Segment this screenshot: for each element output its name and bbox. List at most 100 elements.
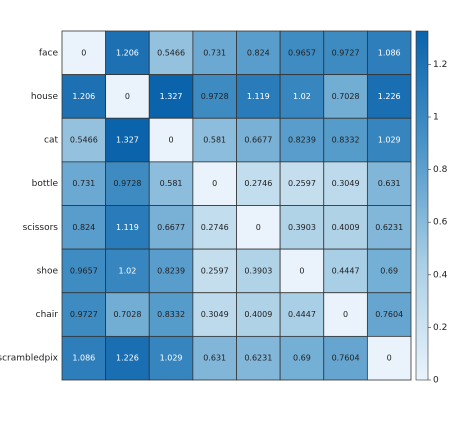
cell-label: 0 — [387, 354, 392, 363]
cell-label: 0.6677 — [157, 223, 185, 232]
cell-label: 0.4447 — [332, 266, 360, 275]
cell-label: 1.02 — [293, 92, 311, 101]
cell-label: 0.9728 — [113, 179, 141, 188]
cell-label: 0.5466 — [70, 136, 98, 145]
cell-label: 0 — [212, 179, 217, 188]
cell-label: 0.2597 — [201, 266, 229, 275]
cell-label: 0.8332 — [157, 310, 185, 319]
heatmap-cell — [105, 248, 150, 294]
heatmap-cell — [366, 335, 412, 381]
cell-label: 0.2746 — [201, 223, 229, 232]
colorbar-tick-label: 0.2 — [433, 323, 447, 333]
row-label: house — [31, 92, 59, 102]
row-label: cat — [44, 136, 58, 146]
cell-label: 1.086 — [72, 354, 95, 363]
cell-label: 0.7604 — [332, 354, 360, 363]
heatmap-cell — [148, 335, 194, 381]
cell-label: 0.9727 — [70, 310, 98, 319]
heatmap-cell — [148, 248, 194, 294]
row-label: chair — [36, 310, 59, 320]
cell-label: 0.731 — [72, 179, 95, 188]
cell-label: 0 — [81, 48, 86, 57]
heatmap-cell — [279, 117, 325, 163]
heatmap-cell — [366, 74, 412, 119]
heatmap-cell — [192, 161, 237, 206]
heatmap-cell — [279, 30, 325, 76]
heatmap-cell — [366, 248, 412, 294]
cell-label: 0.4009 — [332, 223, 360, 232]
cell-label: 0.6231 — [244, 354, 272, 363]
cell-label: 0 — [299, 266, 304, 275]
heatmap-cell — [366, 292, 412, 337]
row-label: scissors — [23, 223, 59, 233]
heatmap-cell — [323, 205, 368, 250]
cell-label: 0.581 — [203, 136, 226, 145]
heatmap-cell — [236, 248, 281, 294]
cell-label: 0.4447 — [288, 310, 316, 319]
colorbar-tick-label: 0.8 — [433, 165, 448, 175]
heatmap-cell — [61, 335, 107, 381]
heatmap-cell — [61, 161, 107, 206]
heatmap-cell — [148, 292, 194, 337]
heatmap-cell — [323, 161, 368, 206]
cell-label: 0 — [256, 223, 261, 232]
cell-label: 1.086 — [378, 48, 401, 57]
cell-label: 0.9727 — [332, 48, 360, 57]
heatmap-cell — [366, 30, 412, 76]
heatmap-cell — [192, 74, 237, 119]
cell-label: 0 — [343, 310, 348, 319]
heatmap-cell — [236, 117, 281, 163]
colorbar — [415, 30, 429, 381]
cell-label: 1.029 — [378, 136, 401, 145]
cell-label: 0.7604 — [375, 310, 403, 319]
cell-label: 1.226 — [116, 354, 139, 363]
row-label: bottle — [32, 179, 59, 189]
cell-label: 0.631 — [203, 354, 226, 363]
cell-label: 0.9657 — [288, 48, 316, 57]
cell-label: 1.029 — [160, 354, 183, 363]
heatmap-cell — [236, 205, 281, 250]
cell-label: 0.581 — [160, 179, 183, 188]
heatmap-cell — [366, 205, 412, 250]
heatmap-cell — [323, 117, 368, 163]
cell-label: 1.119 — [116, 223, 139, 232]
cell-label: 1.327 — [160, 92, 183, 101]
cell-label: 1.02 — [119, 266, 137, 275]
heatmap-cell — [61, 292, 107, 337]
cell-label: 0.3903 — [288, 223, 316, 232]
heatmap-cell — [61, 30, 107, 76]
row-label: shoe — [37, 266, 59, 276]
heatmap-cell — [279, 248, 325, 294]
cell-label: 0.2746 — [244, 179, 272, 188]
cell-label: 0.8239 — [288, 136, 316, 145]
cell-label: 1.327 — [116, 136, 139, 145]
cell-label: 0.7028 — [113, 310, 141, 319]
colorbar-tick-label: 1 — [433, 113, 439, 123]
cell-label: 0.3049 — [332, 179, 360, 188]
heatmap-cell — [148, 30, 194, 76]
cell-label: 1.206 — [72, 92, 95, 101]
cell-label: 0.824 — [247, 48, 270, 57]
cell-label: 0.3049 — [201, 310, 229, 319]
heatmap-cell — [105, 30, 150, 76]
heatmap-cell — [366, 117, 412, 163]
heatmap-cell — [105, 117, 150, 163]
row-label: face — [39, 48, 59, 58]
cell-label: 0.69 — [293, 354, 311, 363]
cell-label: 0.7028 — [332, 92, 360, 101]
heatmap-cell — [279, 335, 325, 381]
heatmap-cell — [105, 74, 150, 119]
cell-label: 0.6677 — [244, 136, 272, 145]
cell-label: 0.731 — [203, 48, 226, 57]
cell-label: 0.9728 — [201, 92, 229, 101]
heatmap-cell — [192, 117, 237, 163]
heatmap-cell — [148, 161, 194, 206]
cell-label: 0.824 — [72, 223, 95, 232]
heatmap-cell — [279, 292, 325, 337]
heatmap-cell — [192, 335, 237, 381]
heatmap-cell — [105, 292, 150, 337]
colorbar-tick-label: 0.4 — [433, 270, 448, 280]
cell-label: 0 — [125, 92, 130, 101]
cell-label: 0 — [169, 136, 174, 145]
